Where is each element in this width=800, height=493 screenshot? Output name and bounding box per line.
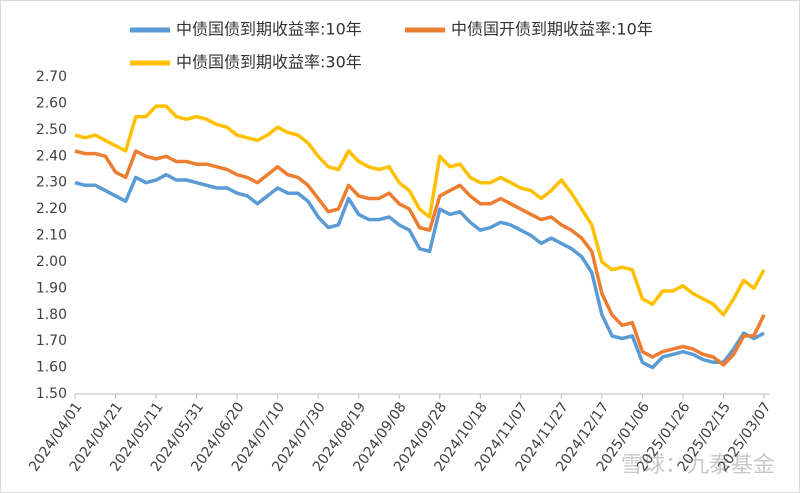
y-tick-label: 1.80 [36,307,67,323]
y-tick-label: 2.50 [36,122,67,138]
y-tick-label: 2.70 [36,69,67,85]
y-tick-label: 2.20 [36,201,67,217]
series-line [74,172,765,370]
y-tick-label: 1.70 [36,333,67,349]
y-tick-label: 2.00 [36,254,67,270]
series-line [74,149,766,367]
legend-label: 中债国债到期收益率:10年 [176,20,362,39]
y-tick-label: 1.50 [36,386,67,402]
series-line [74,104,766,317]
y-tick-label: 2.40 [36,148,67,164]
legend-label: 中债国开债到期收益率:10年 [451,20,653,39]
y-tick-label: 1.90 [36,280,67,296]
legend-label: 中债国债到期收益率:30年 [176,53,362,72]
y-tick-label: 2.10 [36,228,67,244]
y-tick-label: 1.60 [36,360,67,376]
y-tick-label: 2.60 [36,95,67,111]
watermark: 雪球：九泰基金 [621,453,775,478]
y-tick-label: 2.30 [36,175,67,191]
